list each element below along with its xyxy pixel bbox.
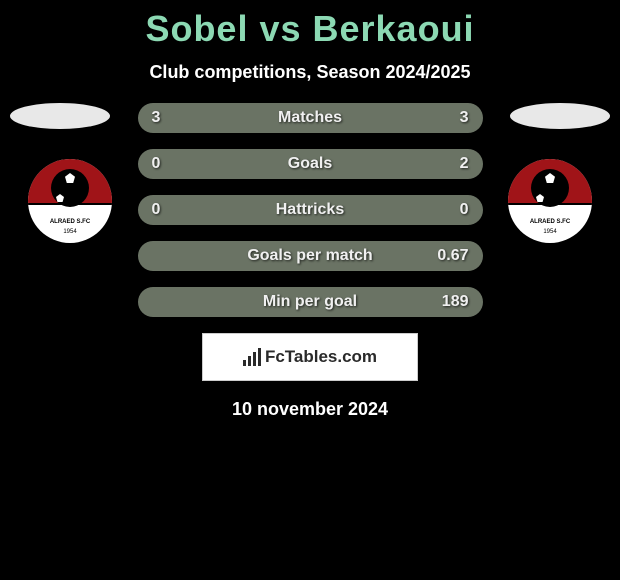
- club-badge-right: ALRAED S.FC 1954: [508, 159, 592, 243]
- badge-club-name: ALRAED S.FC: [28, 219, 112, 225]
- player-shadow-left: [10, 103, 110, 129]
- bar-chart-icon: [243, 348, 261, 366]
- stat-value-right: 3: [460, 109, 469, 127]
- badge-year: 1954: [508, 229, 592, 235]
- watermark-box: FcTables.com: [202, 333, 418, 381]
- stat-value-left: 0: [152, 155, 161, 173]
- soccer-ball-icon: [51, 169, 89, 207]
- date-label: 10 november 2024: [0, 399, 620, 420]
- stat-value-right: 0: [460, 201, 469, 219]
- stat-value-left: 3: [152, 109, 161, 127]
- stat-value-right: 2: [460, 155, 469, 173]
- player-shadow-right: [510, 103, 610, 129]
- club-badge-left: ALRAED S.FC 1954: [28, 159, 112, 243]
- stat-label: Min per goal: [263, 293, 357, 311]
- badge-circle: ALRAED S.FC 1954: [508, 159, 592, 243]
- stat-value-right: 0.67: [437, 247, 468, 265]
- badge-circle: ALRAED S.FC 1954: [28, 159, 112, 243]
- comparison-card: Sobel vs Berkaoui Club competitions, Sea…: [0, 0, 620, 420]
- stat-value-right: 189: [442, 293, 469, 311]
- stat-row-goals-per-match: Goals per match 0.67: [138, 241, 483, 271]
- stat-label: Hattricks: [276, 201, 344, 219]
- soccer-ball-icon: [531, 169, 569, 207]
- subtitle: Club competitions, Season 2024/2025: [0, 62, 620, 83]
- page-title: Sobel vs Berkaoui: [0, 8, 620, 50]
- watermark-text: FcTables.com: [265, 347, 377, 367]
- stat-label: Goals per match: [247, 247, 372, 265]
- stat-label: Matches: [278, 109, 342, 127]
- stat-row-goals: 0 Goals 2: [138, 149, 483, 179]
- stat-row-matches: 3 Matches 3: [138, 103, 483, 133]
- stat-label: Goals: [288, 155, 332, 173]
- stat-row-min-per-goal: Min per goal 189: [138, 287, 483, 317]
- badge-club-name: ALRAED S.FC: [508, 219, 592, 225]
- stat-rows: 3 Matches 3 0 Goals 2 0 Hattricks 0 Goal…: [138, 103, 483, 317]
- stat-value-left: 0: [152, 201, 161, 219]
- stat-row-hattricks: 0 Hattricks 0: [138, 195, 483, 225]
- stats-area: ALRAED S.FC 1954 ALRAED S.FC 1954 3 Matc…: [0, 103, 620, 317]
- badge-year: 1954: [28, 229, 112, 235]
